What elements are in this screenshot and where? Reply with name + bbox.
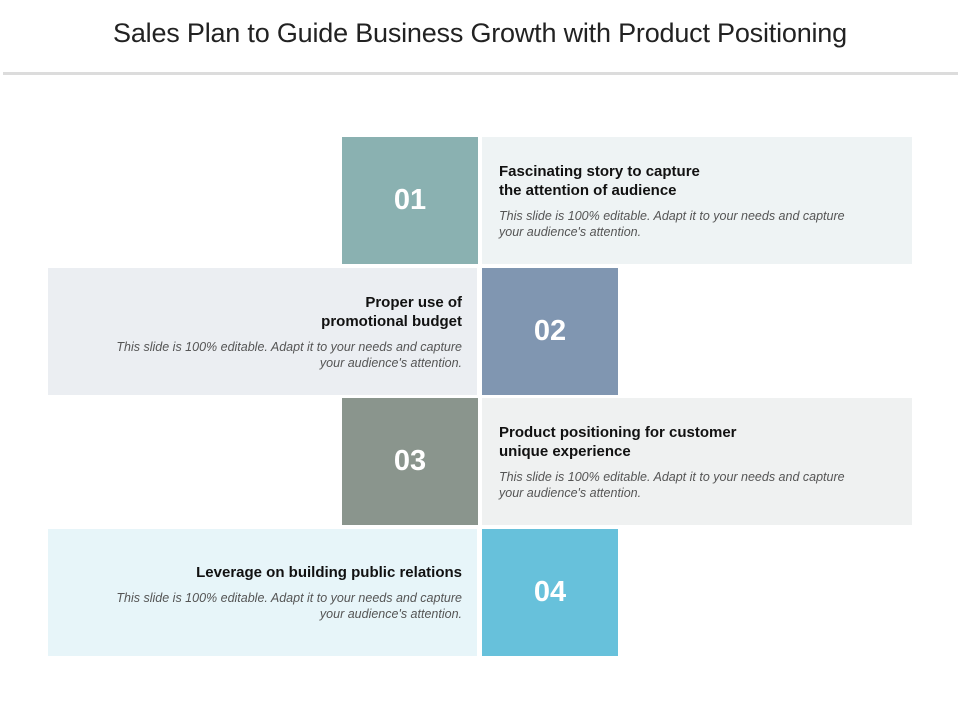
step-04-panel: Leverage on building public relations Th… — [48, 529, 477, 656]
step-01-number: 01 — [393, 184, 427, 216]
slide-title: Sales Plan to Guide Business Growth with… — [113, 18, 847, 48]
step-02-heading: Proper use of promotional budget — [321, 293, 462, 330]
step-04-number-box: 04 — [482, 529, 618, 656]
step-02-number: 02 — [533, 315, 567, 347]
step-01-panel: Fascinating story to capture the attenti… — [482, 137, 912, 264]
step-02-panel: Proper use of promotional budget This sl… — [48, 268, 477, 395]
step-04-description: This slide is 100% editable. Adapt it to… — [116, 591, 462, 621]
step-04-number: 04 — [533, 576, 567, 608]
step-03-heading: Product positioning for customer unique … — [499, 423, 737, 460]
step-01-description: This slide is 100% editable. Adapt it to… — [499, 208, 845, 239]
step-03-number-box: 03 — [342, 398, 478, 525]
step-04-heading: Leverage on building public relations — [196, 564, 462, 581]
title-divider — [3, 72, 958, 75]
step-02-description: This slide is 100% editable. Adapt it to… — [116, 339, 462, 370]
step-01-heading: Fascinating story to capture the attenti… — [499, 162, 700, 199]
step-01-number-box: 01 — [342, 137, 478, 264]
step-03-description: This slide is 100% editable. Adapt it to… — [499, 469, 845, 500]
step-02-number-box: 02 — [482, 268, 618, 395]
step-03-panel: Product positioning for customer unique … — [482, 398, 912, 525]
step-03-number: 03 — [393, 445, 427, 477]
